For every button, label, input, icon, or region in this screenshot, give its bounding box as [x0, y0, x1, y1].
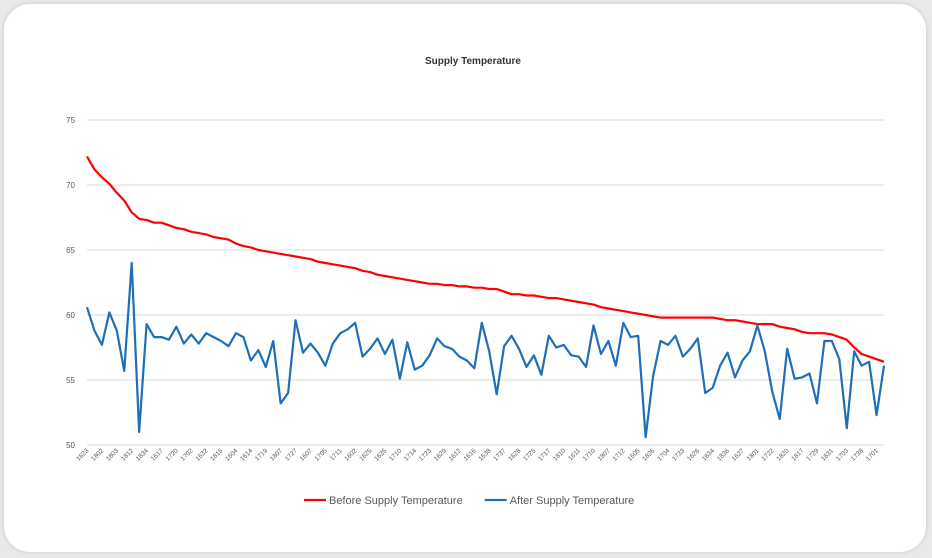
line-series: [86, 155, 885, 363]
y-tick-label: 65: [66, 246, 75, 255]
x-tick-label: 1614: [239, 447, 254, 462]
x-tick-label: 1826: [641, 447, 656, 462]
y-tick-label: 75: [66, 116, 75, 125]
x-tick-label: 1720: [165, 447, 180, 462]
legend-label: Before Supply Temperature: [329, 495, 463, 507]
x-tick-label: 1703: [835, 447, 850, 462]
x-tick-label: 1737: [492, 447, 507, 462]
x-tick-label: 1807: [269, 447, 284, 462]
x-tick-label: 1727: [284, 447, 299, 462]
y-tick-label: 70: [66, 181, 75, 190]
y-tick-label: 55: [66, 376, 75, 385]
x-tick-label: 1704: [656, 447, 671, 462]
x-tick-label: 1702: [180, 447, 195, 462]
x-tick-label: 1623: [75, 447, 90, 462]
x-tick-label: 1602: [343, 447, 358, 462]
x-tick-label: 1626: [686, 447, 701, 462]
x-tick-label: 1719: [254, 447, 269, 462]
x-tick-label: 1820: [775, 447, 790, 462]
x-tick-label: 1632: [194, 447, 209, 462]
x-tick-label: 1710: [388, 447, 403, 462]
card: Supply Temperature 50 55 60 65 70 75 1623 1802 1…: [4, 4, 926, 552]
x-tick-label: 1801: [746, 447, 761, 462]
x-tick-label: 1722: [761, 447, 776, 462]
x-tick-label: 1612: [448, 447, 463, 462]
x-tick-label: 1605: [626, 447, 641, 462]
x-tick-label: 1723: [418, 447, 433, 462]
x-tick-label: 1712: [612, 447, 627, 462]
legend-label: After Supply Temperature: [510, 495, 635, 507]
x-tick-label: 1834: [135, 447, 150, 462]
x-tick-label: 1629: [433, 447, 448, 462]
x-tick-label: 1617: [150, 447, 165, 462]
x-tick-label: 1604: [224, 447, 239, 462]
x-tick-label: 1738: [850, 447, 865, 462]
chart-title: Supply Temperature: [425, 56, 521, 67]
x-tick-label: 1627: [731, 447, 746, 462]
x-tick-label: 1817: [790, 447, 805, 462]
x-tick-label: 1729: [805, 447, 820, 462]
x-tick-label: 1625: [358, 447, 373, 462]
x-tick-label: 1717: [537, 447, 552, 462]
x-tick-label: 1815: [209, 447, 224, 462]
y-tick-label: 60: [66, 311, 75, 320]
x-tick-label: 1638: [477, 447, 492, 462]
x-tick-label: 1714: [403, 447, 418, 462]
x-tick-label: 1710: [582, 447, 597, 462]
x-tick-label: 1836: [716, 447, 731, 462]
x-tick-label: 1701: [865, 447, 880, 462]
x-tick-label: 1711: [329, 447, 344, 462]
x-tick-label: 1635: [373, 447, 388, 462]
x-tick-label: 1803: [105, 447, 120, 462]
x-tick-label: 1810: [552, 447, 567, 462]
y-tick-label: 50: [66, 441, 75, 450]
x-tick-label: 1607: [299, 447, 314, 462]
x-tick-label: 1705: [314, 447, 329, 462]
x-tick-label: 1812: [120, 447, 135, 462]
x-tick-label: 1611: [567, 447, 582, 462]
line-series: [85, 261, 886, 439]
x-tick-label: 1831: [820, 447, 835, 462]
x-tick-label: 1802: [90, 447, 105, 462]
x-tick-label: 1616: [463, 447, 478, 462]
x-tick-label: 1628: [507, 447, 522, 462]
x-tick-label: 1634: [701, 447, 716, 462]
x-tick-label: 1807: [597, 447, 612, 462]
x-tick-label: 1725: [522, 447, 537, 462]
x-tick-label: 1733: [671, 447, 686, 462]
